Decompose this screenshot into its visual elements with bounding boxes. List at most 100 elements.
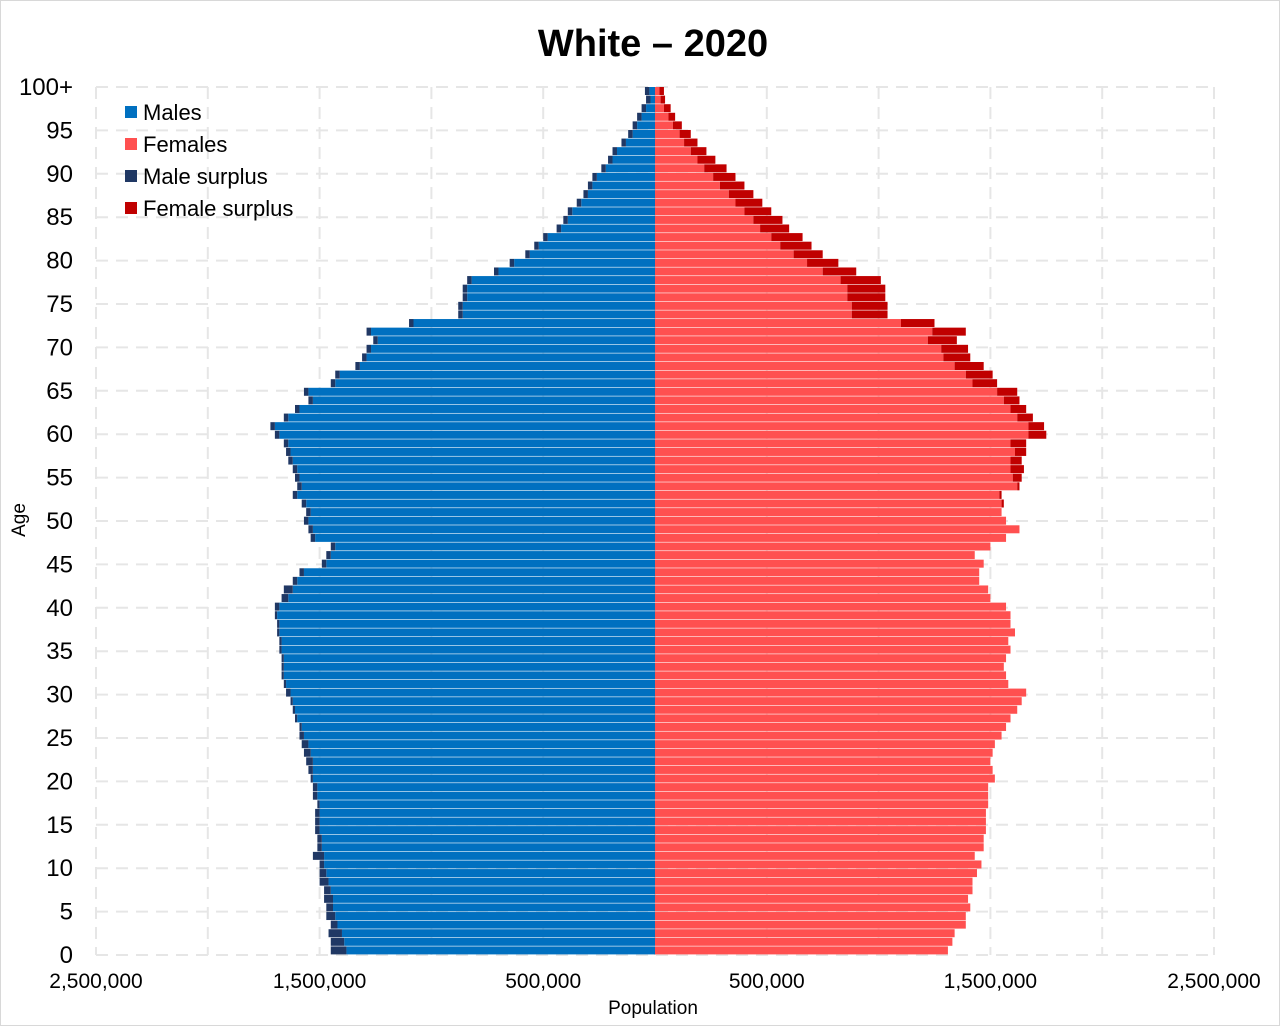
bar-male-surplus-age-83 xyxy=(543,233,548,242)
bar-female-age-69 xyxy=(655,353,944,362)
y-tick-label: 10 xyxy=(46,855,73,882)
bar-female-age-48 xyxy=(655,533,1007,542)
bar-female-age-29 xyxy=(655,697,1022,706)
bar-male-surplus-age-46 xyxy=(326,551,331,560)
bar-male-age-83 xyxy=(547,233,655,242)
bar-male-age-86 xyxy=(572,207,655,216)
bar-male-surplus-age-68 xyxy=(355,362,360,371)
bar-male-surplus-age-47 xyxy=(330,542,336,551)
bar-male-surplus-age-34 xyxy=(281,654,284,663)
bar-male-surplus-age-12 xyxy=(317,843,322,852)
bar-female-surplus-age-88 xyxy=(728,190,754,199)
bar-female-age-36 xyxy=(655,637,1009,646)
y-tick-label: 95 xyxy=(46,117,73,144)
bar-female-age-57 xyxy=(655,456,1011,465)
bar-female-surplus-age-53 xyxy=(999,490,1002,499)
bar-male-surplus-age-33 xyxy=(281,662,284,671)
bar-female-age-87 xyxy=(655,198,736,207)
bar-female-age-89 xyxy=(655,181,720,190)
bar-female-age-88 xyxy=(655,190,729,199)
bar-male-surplus-age-93 xyxy=(612,147,617,156)
bar-female-surplus-age-97 xyxy=(668,112,676,121)
bar-male-age-87 xyxy=(581,198,655,207)
bar-male-age-14 xyxy=(319,826,655,835)
bar-female-age-10 xyxy=(655,860,982,869)
bar-male-age-18 xyxy=(317,791,655,800)
bar-female-surplus-age-79 xyxy=(822,267,857,276)
bar-male-surplus-age-76 xyxy=(462,293,468,302)
bar-male-surplus-age-52 xyxy=(301,499,307,508)
bar-male-age-6 xyxy=(333,894,655,903)
bar-male-surplus-age-87 xyxy=(576,198,582,207)
bar-male-surplus-age-24 xyxy=(301,740,309,749)
bar-female-age-92 xyxy=(655,155,698,164)
bar-male-surplus-age-86 xyxy=(567,207,573,216)
bar-male-surplus-age-6 xyxy=(324,894,334,903)
bar-male-surplus-age-90 xyxy=(592,172,597,181)
bar-female-age-63 xyxy=(655,404,1011,413)
bar-female-surplus-age-63 xyxy=(1010,404,1027,413)
bar-female-surplus-age-83 xyxy=(771,233,803,242)
bar-female-age-27 xyxy=(655,714,1011,723)
bar-male-surplus-age-56 xyxy=(292,465,298,474)
bar-female-age-65 xyxy=(655,387,998,396)
bar-female-age-30 xyxy=(655,688,1027,697)
bar-male-age-68 xyxy=(359,362,655,371)
bar-male-age-94 xyxy=(625,138,655,147)
bar-female-age-60 xyxy=(655,430,1029,439)
bar-male-age-92 xyxy=(612,155,655,164)
bar-male-surplus-age-61 xyxy=(270,422,275,431)
bar-male-surplus-age-28 xyxy=(292,705,296,714)
bar-male-surplus-age-94 xyxy=(621,138,626,147)
bar-female-age-32 xyxy=(655,671,1007,680)
bar-male-age-47 xyxy=(335,542,655,551)
bar-male-age-9 xyxy=(326,869,655,878)
bar-female-age-7 xyxy=(655,886,973,895)
bar-female-age-45 xyxy=(655,559,984,568)
bar-female-surplus-age-80 xyxy=(807,258,839,267)
bar-female-age-19 xyxy=(655,783,989,792)
legend: Males Females Male surplus Female surplus xyxy=(125,100,293,221)
bar-male-surplus-age-69 xyxy=(362,353,367,362)
bar-female-age-61 xyxy=(655,422,1029,431)
bar-female-age-12 xyxy=(655,843,984,852)
bar-female-age-62 xyxy=(655,413,1018,422)
bar-male-surplus-age-10 xyxy=(319,860,325,869)
bar-male-surplus-age-9 xyxy=(319,869,327,878)
bar-male-surplus-age-11 xyxy=(312,851,325,860)
bar-male-age-82 xyxy=(538,241,655,250)
bar-male-surplus-age-15 xyxy=(315,817,320,826)
bar-male-age-36 xyxy=(281,637,655,646)
bar-male-surplus-age-29 xyxy=(290,697,293,706)
bar-female-surplus-age-99 xyxy=(660,95,666,104)
bar-female-age-95 xyxy=(655,129,680,138)
bar-male-age-7 xyxy=(330,886,655,895)
x-tick-label: 2,500,000 xyxy=(49,970,142,993)
bar-male-surplus-age-39 xyxy=(274,611,278,620)
bar-male-age-72 xyxy=(371,327,655,336)
bar-female-age-14 xyxy=(655,826,986,835)
bar-female-age-52 xyxy=(655,499,1002,508)
y-tick-label: 75 xyxy=(46,291,73,318)
bar-female-surplus-age-64 xyxy=(1003,396,1020,405)
bar-female-age-49 xyxy=(655,525,1020,534)
bar-female-age-84 xyxy=(655,224,761,233)
bar-male-age-2 xyxy=(341,929,655,938)
bar-female-age-85 xyxy=(655,215,754,224)
bar-female-age-0 xyxy=(655,946,948,955)
bar-male-surplus-age-88 xyxy=(583,190,588,199)
bar-female-age-5 xyxy=(655,903,971,912)
bar-female-age-73 xyxy=(655,319,901,328)
bar-female-surplus-age-93 xyxy=(690,147,707,156)
bar-male-age-57 xyxy=(292,456,655,465)
bar-male-age-3 xyxy=(337,920,655,929)
bar-female-age-43 xyxy=(655,576,980,585)
legend-label: Females xyxy=(143,132,227,157)
bar-male-surplus-age-58 xyxy=(286,447,291,456)
x-tick-label: 500,000 xyxy=(505,970,581,993)
y-tick-label: 30 xyxy=(46,682,73,709)
x-tick-label: 1,500,000 xyxy=(273,970,366,993)
bar-male-age-53 xyxy=(297,490,655,499)
bar-female-age-74 xyxy=(655,310,852,319)
bar-male-surplus-age-77 xyxy=(462,284,468,293)
